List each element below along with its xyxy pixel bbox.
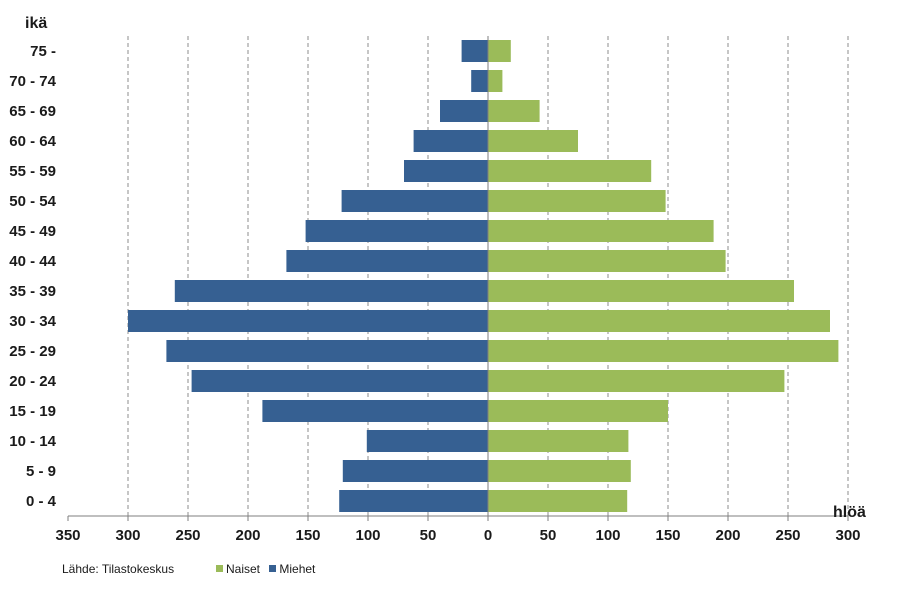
category-label: 35 - 39 [9, 283, 56, 300]
bar-miehet-11 [404, 160, 488, 182]
category-label: 60 - 64 [9, 133, 56, 150]
bar-miehet-3 [262, 400, 488, 422]
legend-item-miehet: Miehet [269, 562, 315, 576]
x-tick-label: 50 [540, 527, 557, 544]
category-label: 75 - [30, 43, 56, 60]
legend: Naiset Miehet [216, 562, 315, 576]
source-note: Lähde: Tilastokeskus [62, 562, 175, 576]
category-label: 20 - 24 [9, 373, 56, 390]
category-label: 25 - 29 [9, 343, 56, 360]
bar-naiset-10 [488, 190, 666, 212]
bar-miehet-15 [461, 40, 488, 62]
y-axis-title: ikä [25, 15, 47, 32]
bar-naiset-15 [488, 40, 511, 62]
bar-naiset-7 [488, 280, 794, 302]
bar-miehet-8 [286, 250, 488, 272]
bar-naiset-11 [488, 160, 652, 182]
bar-naiset-1 [488, 460, 631, 482]
bar-naiset-0 [488, 490, 628, 512]
bar-miehet-14 [471, 70, 488, 92]
legend-label-naiset: Naiset [226, 562, 261, 576]
x-tick-label: 250 [775, 527, 800, 544]
bar-naiset-6 [488, 310, 830, 332]
x-tick-label: 150 [655, 527, 680, 544]
legend-swatch-naiset [216, 565, 223, 573]
x-tick-label: 0 [484, 527, 492, 544]
bar-naiset-4 [488, 370, 785, 392]
bar-miehet-1 [342, 460, 488, 482]
x-tick-label: 300 [115, 527, 140, 544]
legend-swatch-miehet [269, 565, 277, 573]
category-label: 70 - 74 [9, 73, 56, 90]
legend-label-miehet: Miehet [279, 562, 316, 576]
bar-miehet-2 [366, 430, 488, 452]
x-tick-label: 200 [715, 527, 740, 544]
category-label: 45 - 49 [9, 223, 56, 240]
category-label: 65 - 69 [9, 103, 56, 120]
bar-miehet-10 [341, 190, 488, 212]
category-label: 15 - 19 [9, 403, 56, 420]
x-tick-label: 200 [235, 527, 260, 544]
bar-miehet-12 [413, 130, 488, 152]
category-label: 10 - 14 [9, 433, 56, 450]
legend-item-naiset: Naiset [216, 562, 263, 576]
bar-naiset-3 [488, 400, 668, 422]
category-label: 30 - 34 [9, 313, 56, 330]
bar-naiset-13 [488, 100, 540, 122]
bar-miehet-0 [339, 490, 488, 512]
x-tick-label: 300 [835, 527, 860, 544]
bar-miehet-6 [128, 310, 488, 332]
category-label: 55 - 59 [9, 163, 56, 180]
x-tick-label: 50 [420, 527, 437, 544]
bar-naiset-12 [488, 130, 578, 152]
x-tick-label: 150 [295, 527, 320, 544]
bar-naiset-9 [488, 220, 714, 242]
bar-miehet-13 [440, 100, 488, 122]
x-tick-label: 100 [595, 527, 620, 544]
x-tick-label: 100 [355, 527, 380, 544]
bar-naiset-14 [488, 70, 503, 92]
bar-miehet-9 [305, 220, 488, 242]
x-axis-title: hlöä [833, 504, 866, 521]
bar-naiset-2 [488, 430, 629, 452]
category-label: 40 - 44 [9, 253, 56, 270]
bar-miehet-4 [191, 370, 488, 392]
x-tick-label: 350 [55, 527, 80, 544]
bar-miehet-7 [174, 280, 489, 302]
bar-naiset-5 [488, 340, 839, 362]
category-label: 0 - 4 [26, 493, 57, 510]
bar-miehet-5 [166, 340, 488, 362]
bar-naiset-8 [488, 250, 726, 272]
x-tick-label: 250 [175, 527, 200, 544]
category-label: 5 - 9 [26, 463, 56, 480]
category-label: 50 - 54 [9, 193, 56, 210]
